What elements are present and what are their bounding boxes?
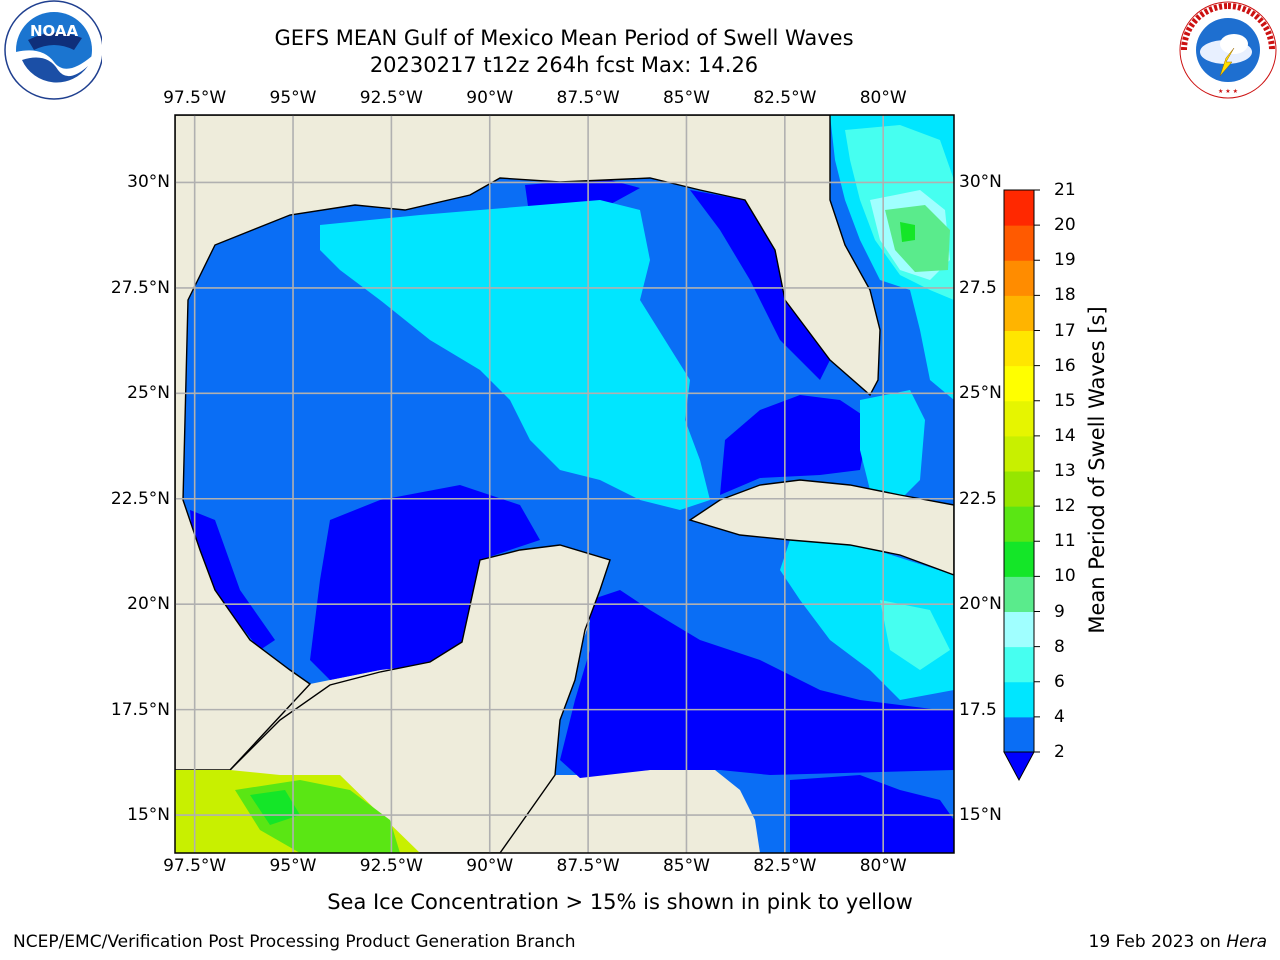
colorbar-segment-20 xyxy=(1004,190,1034,226)
footer-date-text: 19 Feb 2023 on xyxy=(1088,932,1227,952)
lat-label-right-0: 30°N xyxy=(959,172,1002,193)
colorbar-label-18: 18 xyxy=(1054,285,1076,306)
lon-label-top-1: 95°W xyxy=(269,88,317,108)
lon-label-top-0: 97.5°W xyxy=(163,88,227,108)
colorbar-segment-14 xyxy=(1004,400,1034,437)
colorbar-label-2: 2 xyxy=(1054,742,1065,762)
lat-label-right-1: 27.5 xyxy=(959,277,997,298)
lat-label-right-4: 20°N xyxy=(959,594,1002,615)
colorbar-segment-16 xyxy=(1004,330,1034,367)
lat-label-right-6: 15°N xyxy=(959,805,1002,826)
lat-label-right-5: 17.5 xyxy=(959,699,997,720)
colorbar-segment-8 xyxy=(1004,611,1034,648)
swell-band-10-11 xyxy=(900,222,915,242)
land-coast-1 xyxy=(688,479,954,576)
colorbar-label-8: 8 xyxy=(1054,636,1065,657)
footer-host: Hera xyxy=(1226,932,1267,952)
lat-label-left-2: 25°N xyxy=(127,383,170,404)
lat-label-right-2: 25°N xyxy=(959,383,1002,404)
colorbar-label-4: 4 xyxy=(1054,706,1065,727)
swell-band-4-6-2 xyxy=(860,390,925,500)
colorbar-segment-15 xyxy=(1004,365,1034,402)
swell-band-6-8-carib xyxy=(880,600,950,670)
colorbar-under-arrow xyxy=(1003,751,1035,782)
plot-title: GEFS MEAN Gulf of Mexico Mean Period of … xyxy=(274,26,854,50)
colorbar-label-21: 21 xyxy=(1054,180,1076,200)
swell-band-11-pacific xyxy=(250,790,300,825)
lon-label-bottom-4: 87.5°W xyxy=(556,856,620,876)
lon-label-top-5: 85°W xyxy=(662,88,710,108)
swell-band-under-2-5 xyxy=(790,775,954,853)
colorbar-title: Mean Period of Swell Waves [s] xyxy=(1085,306,1109,634)
sea-ice-note: Sea Ice Concentration > 15% is shown in … xyxy=(0,890,1280,914)
lon-label-bottom-2: 92.5°W xyxy=(359,856,423,876)
colorbar-segment-19 xyxy=(1004,225,1034,261)
lon-label-bottom-0: 97.5°W xyxy=(163,856,227,876)
lat-label-left-6: 15°N xyxy=(127,805,170,826)
colorbar-label-6: 6 xyxy=(1054,671,1065,692)
colorbar-label-9: 9 xyxy=(1054,601,1065,622)
swell-band-under-2-0 xyxy=(310,485,540,680)
lon-label-top-6: 82.5°W xyxy=(753,88,817,108)
lon-label-top-4: 87.5°W xyxy=(556,88,620,108)
colorbar-segment-13 xyxy=(1004,435,1034,472)
lon-label-top-2: 92.5°W xyxy=(359,88,423,108)
noaa-logo-text: NOAA xyxy=(30,22,79,40)
swell-band-under-2-6 xyxy=(190,510,275,650)
lon-label-bottom-5: 85°W xyxy=(662,856,710,876)
colorbar-segment-17 xyxy=(1004,295,1034,331)
footer-date: 19 Feb 2023 on Hera xyxy=(1089,932,1267,952)
colorbar-segment-18 xyxy=(1004,260,1034,296)
colorbar-segment-11 xyxy=(1004,506,1034,542)
nws-logo: ★ ★ ★ xyxy=(1179,1,1277,99)
colorbar-label-20: 20 xyxy=(1054,215,1076,236)
colorbar-label-11: 11 xyxy=(1054,531,1076,552)
lon-label-top-7: 80°W xyxy=(859,88,907,108)
lat-label-right-3: 22.5 xyxy=(959,488,997,509)
sea-ice-note-text: Sea Ice Concentration > 15% is shown in … xyxy=(327,890,913,914)
colorbar-label-16: 16 xyxy=(1054,355,1076,376)
swell-band-4-6-0 xyxy=(320,200,710,510)
land-coast-2 xyxy=(175,115,881,771)
map-frame xyxy=(174,114,955,854)
lon-label-bottom-3: 90°W xyxy=(466,856,514,876)
lat-label-left-0: 30°N xyxy=(127,172,170,193)
colorbar-segment-2 xyxy=(1004,716,1034,753)
colorbar-segment-4 xyxy=(1004,681,1034,718)
swell-band-9-10 xyxy=(885,205,950,272)
map-content xyxy=(175,115,954,853)
svg-text:★ ★ ★: ★ ★ ★ xyxy=(1218,88,1238,95)
colorbar-label-15: 15 xyxy=(1054,390,1076,411)
colorbar-segment-6 xyxy=(1004,646,1034,683)
swell-band-under-2-2 xyxy=(720,395,870,495)
colorbar-segment-10 xyxy=(1004,541,1034,577)
lat-label-left-1: 27.5°N xyxy=(110,277,170,298)
lon-label-bottom-7: 80°W xyxy=(859,856,907,876)
noaa-logo: NOAA xyxy=(4,0,102,100)
lon-label-bottom-6: 82.5°W xyxy=(753,856,817,876)
colorbar-label-19: 19 xyxy=(1054,250,1076,271)
lat-label-left-3: 22.5°N xyxy=(110,488,170,509)
lat-label-left-4: 20°N xyxy=(127,594,170,615)
colorbar-label-17: 17 xyxy=(1054,320,1076,341)
footer-credit: NCEP/EMC/Verification Post Processing Pr… xyxy=(13,932,576,952)
colorbar-label-12: 12 xyxy=(1054,496,1076,517)
colorbar-label-13: 13 xyxy=(1054,461,1076,481)
colorbar-label-10: 10 xyxy=(1054,566,1076,587)
lon-label-bottom-1: 95°W xyxy=(269,856,317,876)
plot-subtitle: 20230217 t12z 264h fcst Max: 14.26 xyxy=(369,53,759,77)
lon-label-top-3: 90°W xyxy=(466,88,514,108)
swell-band-under-2-3 xyxy=(690,190,830,380)
colorbar-segment-9 xyxy=(1004,576,1034,612)
colorbar-label-14: 14 xyxy=(1054,425,1076,446)
lat-label-left-5: 17.5°N xyxy=(110,699,170,720)
colorbar-segment-12 xyxy=(1004,471,1034,507)
swell-band-under-2-1 xyxy=(560,590,954,778)
